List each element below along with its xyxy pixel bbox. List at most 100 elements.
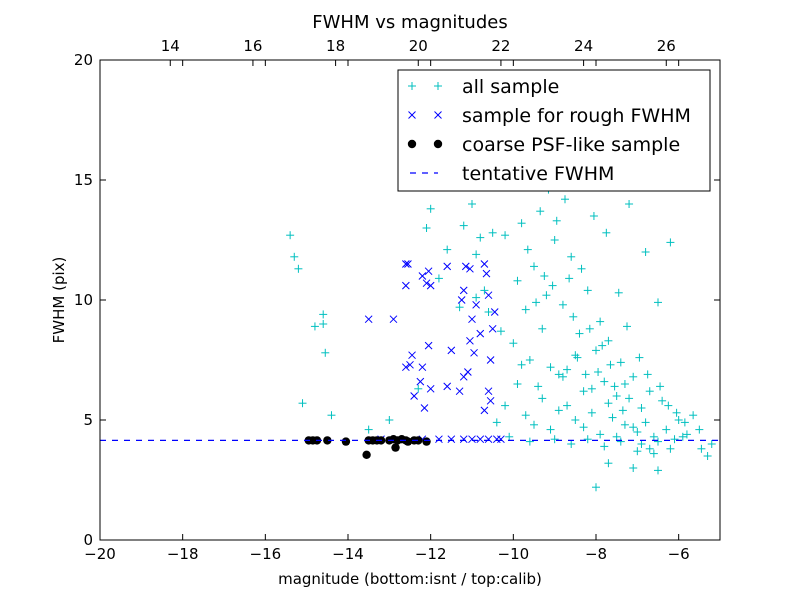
all-sample-point	[666, 238, 675, 247]
sample-for-rough-fwhm-point	[418, 363, 427, 372]
all-sample-point	[459, 221, 468, 230]
all-sample-point	[414, 384, 423, 393]
all-sample-point	[513, 276, 522, 285]
sample-for-rough-fwhm-point	[457, 296, 466, 304]
all-sample-point	[434, 274, 443, 283]
sample-for-rough-fwhm-point	[416, 377, 425, 386]
all-sample-point	[422, 224, 431, 232]
all-sample-point	[546, 363, 555, 372]
all-sample-point	[608, 413, 617, 422]
plot-frame	[99, 59, 721, 541]
sample-for-rough-fwhm-point	[389, 315, 398, 324]
top-x-tick-label: 26	[657, 37, 676, 55]
all-sample-point	[604, 459, 613, 468]
sample-for-rough-fwhm-point	[424, 341, 433, 350]
sample-for-rough-fwhm-point	[486, 356, 495, 364]
all-sample-point	[567, 440, 576, 448]
all-sample-point	[678, 432, 687, 441]
all-sample-point	[596, 317, 605, 326]
coarse-psf-like-sample-point	[341, 437, 351, 446]
all-sample-point	[585, 324, 594, 333]
x-tick-label: −6	[668, 545, 690, 563]
sample-for-rough-fwhm-point	[426, 384, 435, 393]
x-tick-label: −12	[415, 545, 447, 563]
sample-for-rough-fwhm-point	[435, 435, 443, 444]
all-sample-point	[625, 200, 634, 208]
all-sample-point	[649, 449, 658, 458]
sample-for-rough-fwhm-point	[476, 435, 485, 444]
legend-item-all-sample: all sample	[408, 76, 559, 98]
sample-for-rough-fwhm-point	[402, 363, 410, 372]
sample-for-rough-fwhm-point	[402, 281, 410, 290]
sample-for-rough-fwhm-point	[466, 336, 474, 345]
sample-for-rough-fwhm-point	[406, 360, 414, 369]
legend: all sample sample for rough FWHM coarse PS…	[397, 69, 711, 192]
legend-items: all sample sample for rough FWHM coarse PS…	[407, 76, 691, 185]
sample-for-rough-fwhm-point	[408, 351, 416, 360]
all-sample-point	[641, 418, 650, 427]
all-sample-point	[589, 212, 598, 220]
sample-for-rough-fwhm-point	[472, 300, 480, 309]
all-sample-point	[697, 444, 706, 453]
all-sample-point	[620, 420, 629, 429]
all-sample-point	[540, 272, 549, 280]
y-tick-label: 15	[74, 171, 93, 189]
legend-item-coarse-psf-like-sample: coarse PSF-like sample	[407, 134, 680, 156]
sample-for-rough-fwhm-point	[490, 308, 499, 316]
all-sample-point	[641, 248, 650, 256]
all-sample-point	[629, 423, 638, 432]
all-sample-point	[480, 286, 489, 295]
all-sample-point	[501, 401, 510, 410]
all-sample-point	[573, 353, 582, 362]
x-tick-label: −20	[84, 545, 116, 563]
all-sample-point	[517, 219, 526, 228]
top-x-tick-label: 22	[491, 37, 510, 55]
all-sample-point	[468, 200, 476, 208]
all-sample-point	[670, 435, 679, 444]
plot-area	[100, 75, 720, 492]
all-sample-point	[501, 231, 510, 240]
all-sample-point	[550, 236, 559, 244]
all-sample-point	[364, 425, 373, 434]
all-sample-point	[443, 245, 452, 254]
all-sample-point	[645, 387, 654, 396]
all-sample-point	[633, 447, 642, 456]
all-sample-point	[656, 382, 665, 391]
all-sample-point	[521, 305, 530, 314]
all-sample-point	[426, 204, 435, 213]
all-sample-point	[534, 382, 543, 391]
all-sample-point	[616, 437, 625, 446]
legend-label-all-sample: all sample	[462, 76, 559, 98]
y-tick-label: 20	[74, 51, 93, 69]
x-tick-label: −8	[585, 545, 607, 563]
y-axis-label: FWHM (pix)	[50, 257, 68, 344]
all-sample-point	[579, 423, 588, 432]
all-sample-point	[600, 377, 609, 386]
all-sample-point	[513, 380, 522, 388]
legend-swatch-coarse-psf-like-sample	[433, 139, 443, 149]
coarse-psf-like-sample-point	[323, 436, 332, 445]
sample-for-rough-fwhm-point	[459, 286, 468, 295]
all-sample-point	[579, 387, 588, 396]
sample-for-rough-fwhm-point	[461, 262, 470, 271]
all-sample-point	[682, 430, 691, 439]
all-sample-point	[496, 327, 505, 336]
all-sample-point	[680, 418, 689, 427]
all-sample-point	[672, 408, 681, 417]
all-sample-point	[492, 418, 501, 427]
sample-for-rough-fwhm-point	[443, 262, 452, 271]
sample-for-rough-fwhm-point	[418, 272, 427, 280]
y-tick-label: 0	[83, 531, 93, 549]
all-sample-point	[664, 401, 673, 410]
all-sample-point	[707, 440, 716, 448]
all-sample-point	[321, 348, 330, 357]
sample-for-rough-fwhm-point	[402, 260, 410, 268]
top-x-tick-label: 18	[326, 37, 345, 55]
all-sample-point	[286, 231, 295, 240]
all-sample-point	[658, 396, 667, 405]
all-sample-point	[290, 252, 299, 261]
all-sample-point	[587, 408, 596, 417]
all-sample-point	[654, 298, 662, 307]
sample-for-rough-fwhm-point	[468, 315, 476, 324]
